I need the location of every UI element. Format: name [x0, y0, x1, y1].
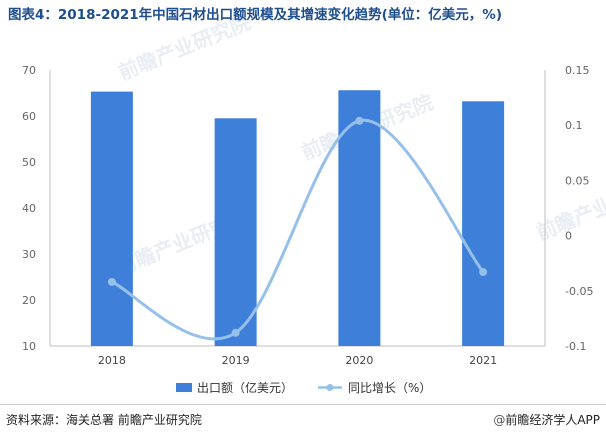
y-right-tick-label: 0.05 [565, 174, 590, 187]
bar [90, 91, 133, 347]
bar [462, 101, 505, 346]
y-left-tick-label: 60 [22, 110, 36, 123]
plot-area: 10 20 30 40 50 60 70 -0.1 -0.05 0 0.05 0.1 0.15 2018 2… [22, 64, 593, 367]
at-mark: @ [493, 413, 506, 427]
legend: 出口额（亿美元） 同比增长（%） [176, 380, 431, 395]
chart-title: 图表4：2018-2021年中国石材出口额规模及其增速变化趋势(单位：亿美元，%… [8, 7, 503, 23]
growth-line [111, 119, 485, 341]
growth-point [479, 268, 488, 277]
brand-name: 前瞻经济学人APP [505, 413, 600, 427]
chart-canvas: 前瞻产业研究院 前瞻产业研究院 前瞻产业研究院 前瞻产业研究院 10203040… [22, 10, 606, 395]
source-note: 资料来源：海关总署 前瞻产业研究院 [6, 413, 202, 427]
growth-point [107, 277, 116, 286]
x-tick-label: 2021 [469, 354, 497, 367]
y-left-tick-label: 70 [22, 64, 36, 77]
y-left-tick-label: 20 [22, 294, 36, 307]
legend-swatch-bar [176, 383, 192, 392]
legend-swatch-dot [326, 384, 334, 391]
x-tick-label: 2019 [222, 354, 250, 367]
bar [338, 90, 381, 347]
bar [214, 118, 257, 346]
growth-point [231, 328, 240, 337]
watermark-1: 前瞻产业研究院 [115, 10, 254, 85]
legend-label-line: 同比增长（%） [348, 381, 431, 395]
y-right-tick-label: -0.1 [565, 340, 586, 353]
brand-credit: @前瞻经济学人APP [493, 411, 600, 428]
y-right-tick-label: 0.1 [565, 119, 583, 132]
y-right-tick-label: 0.15 [565, 64, 590, 77]
y-right-tick-label: 0 [565, 230, 572, 243]
y-left-tick-label: 50 [22, 156, 36, 169]
footer-divider [0, 404, 606, 405]
legend-label-bar: 出口额（亿美元） [197, 380, 293, 395]
y-right-tick-label: -0.05 [565, 285, 593, 298]
y-left-tick-label: 30 [22, 248, 36, 261]
y-left-tick-label: 40 [22, 202, 36, 215]
x-tick-label: 2020 [345, 354, 373, 367]
growth-point [355, 116, 364, 125]
y-left-tick-label: 10 [22, 340, 36, 353]
x-tick-label: 2018 [98, 354, 126, 367]
